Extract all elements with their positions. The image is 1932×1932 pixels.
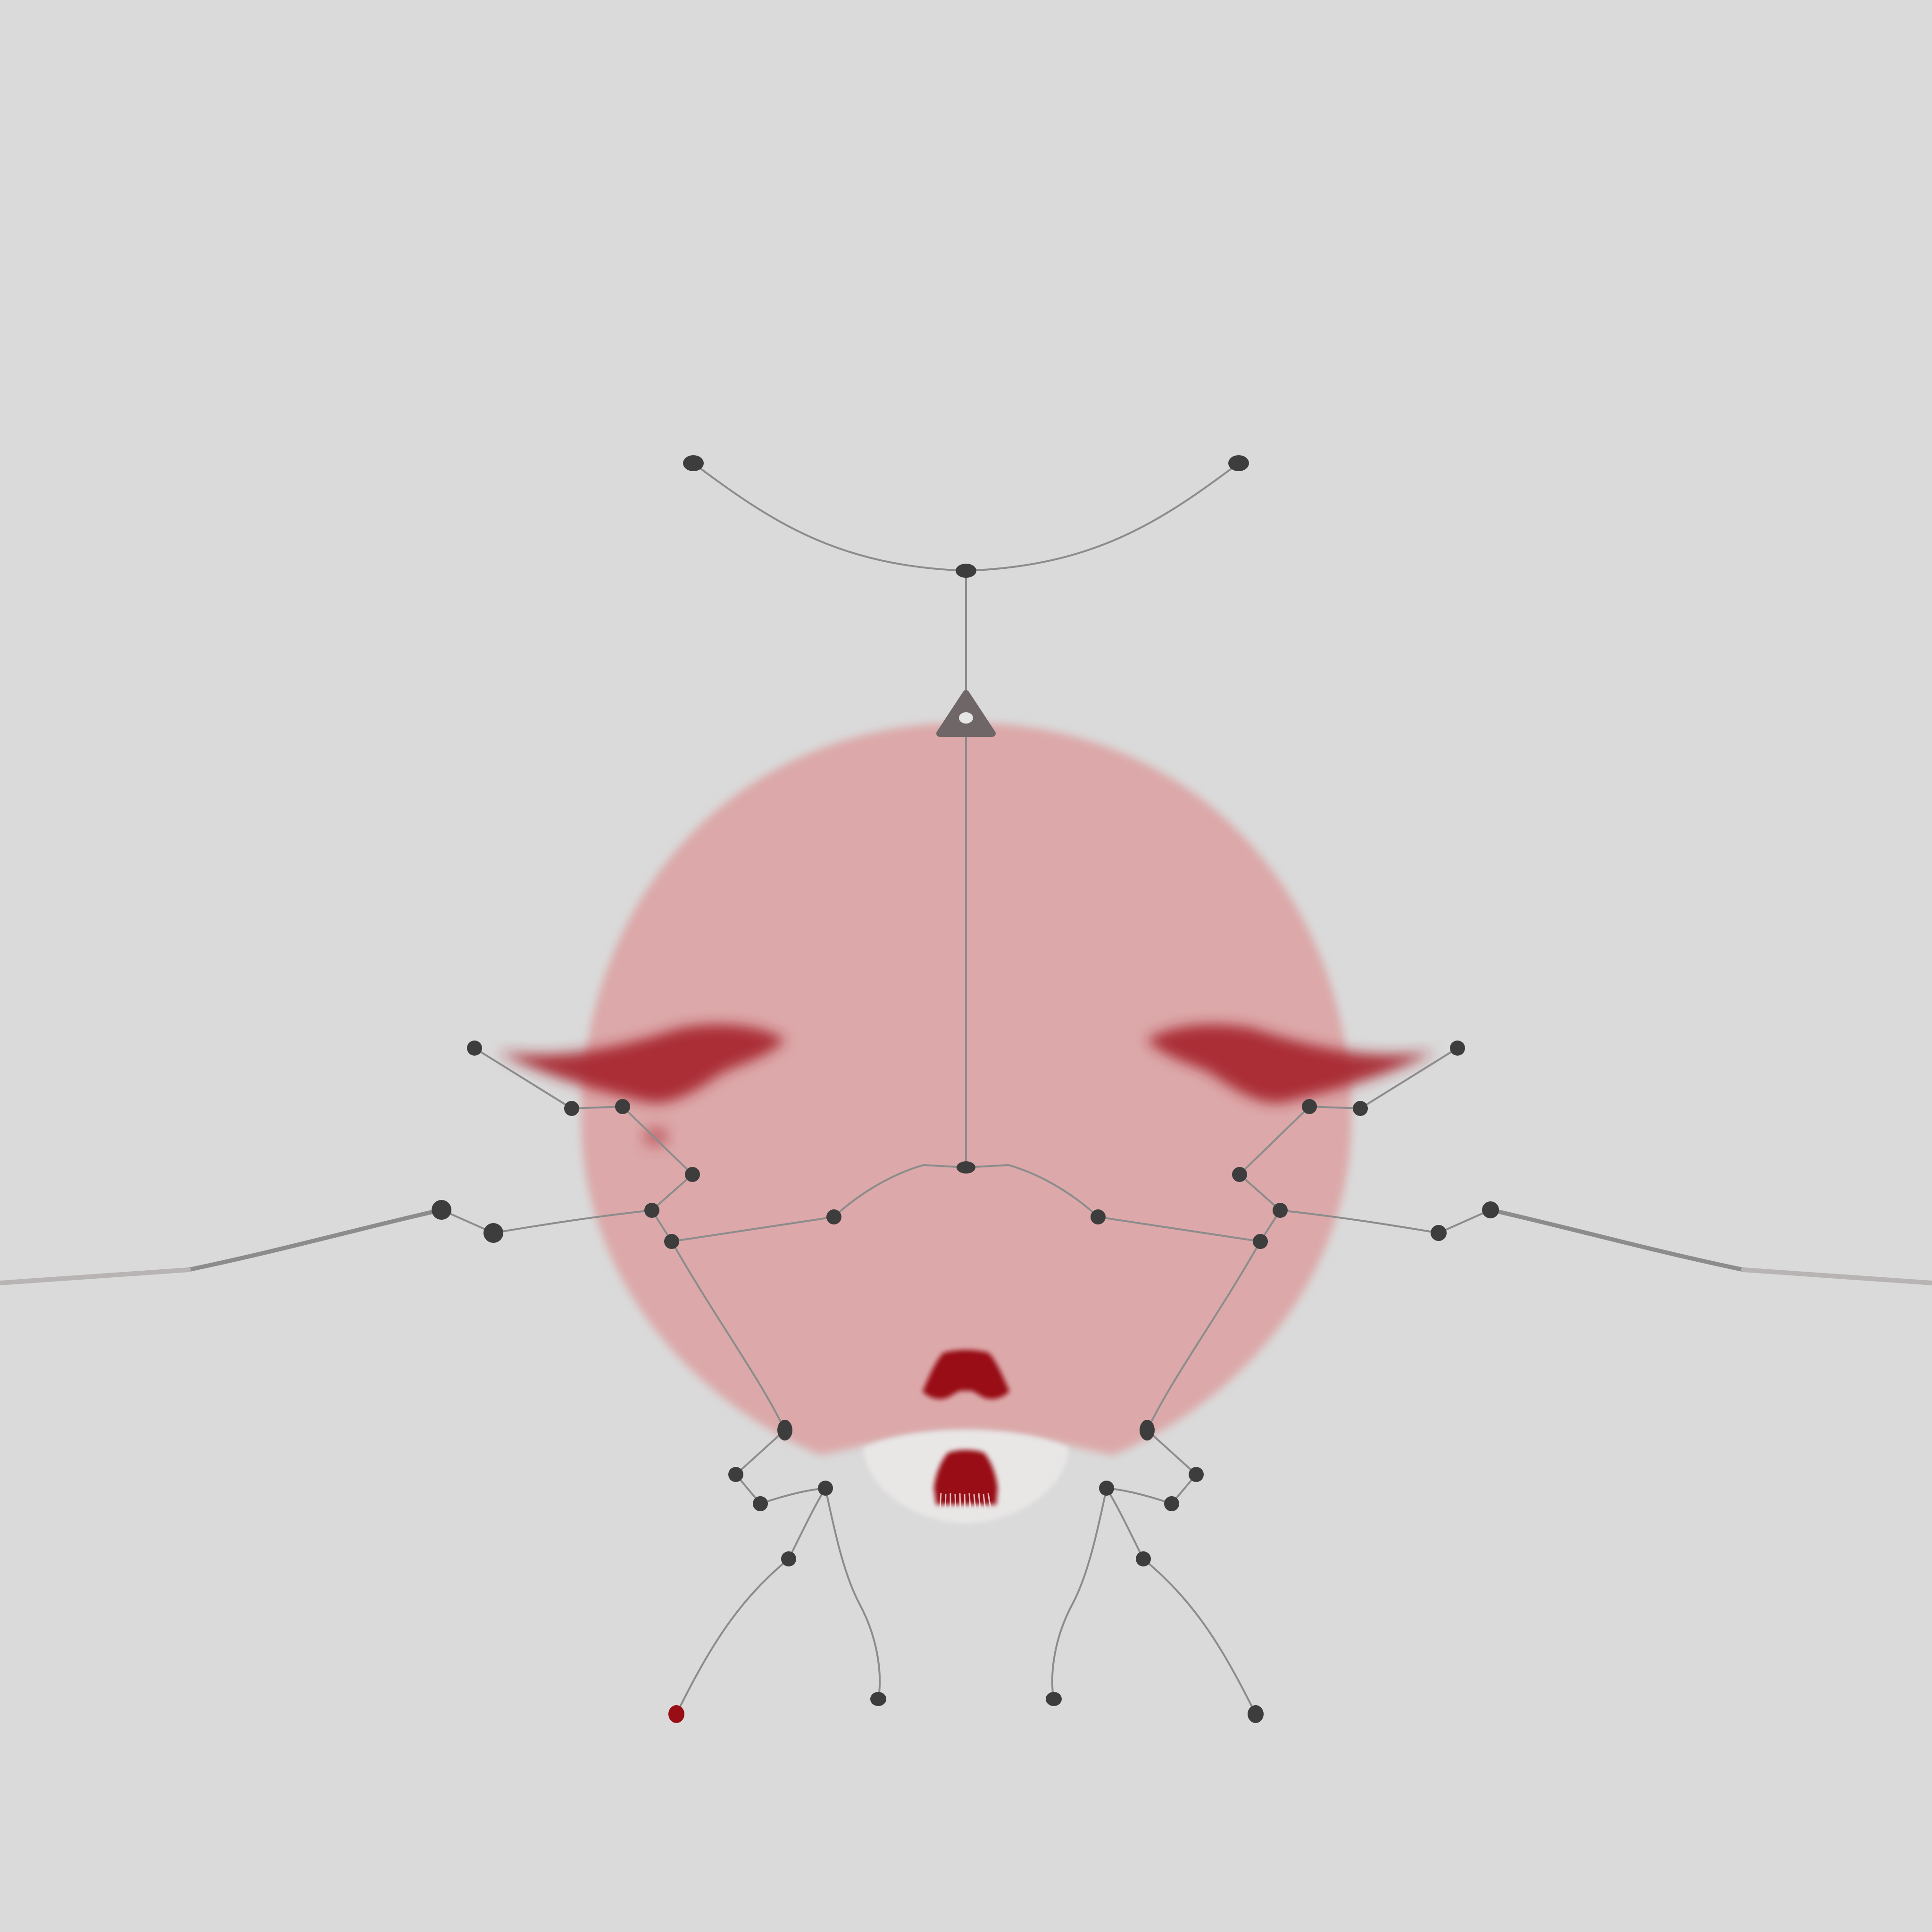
bone-left-jaw-down[interactable]: [671, 1241, 786, 1431]
joint-left-hand-b[interactable]: [753, 1496, 768, 1511]
left-brow: [498, 1024, 785, 1103]
joint-right-foot-outer[interactable]: [1248, 1705, 1264, 1723]
joint-right-mouth-corner[interactable]: [1091, 1209, 1106, 1224]
joint-top-right[interactable]: [1228, 455, 1249, 471]
joint-left-chin[interactable]: [777, 1420, 792, 1441]
bone-left-leg-inner[interactable]: [824, 1487, 881, 1700]
triangle-handle-icon[interactable]: [936, 690, 996, 737]
bone-left-arm-tail[interactable]: [0, 1267, 191, 1285]
joint-left-mouth-corner[interactable]: [826, 1209, 841, 1224]
bone-left-leg-outer[interactable]: [675, 1487, 826, 1715]
bone-right-forearm[interactable]: [1488, 1208, 1746, 1272]
bone-right-jawline[interactable]: [1097, 1216, 1261, 1242]
teeth-fringe: [939, 1492, 991, 1510]
joint-left-foot-selected[interactable]: [668, 1705, 684, 1723]
joint-right-brow-mid[interactable]: [1353, 1101, 1368, 1116]
joint-left-brow-tip[interactable]: [467, 1041, 482, 1056]
joint-right-cheek[interactable]: [1232, 1167, 1247, 1182]
bone-right-arm-tail[interactable]: [1741, 1267, 1932, 1285]
bone-left-arm[interactable]: [441, 1209, 653, 1234]
mouth-shape: [934, 1450, 998, 1510]
joint-face-center[interactable]: [957, 1161, 975, 1174]
joint-neck[interactable]: [956, 564, 976, 578]
joint-left-shoulder[interactable]: [644, 1203, 659, 1218]
joint-left-hip[interactable]: [818, 1481, 833, 1496]
bone-face-top-right[interactable]: [965, 1164, 1099, 1218]
bone-right-arm[interactable]: [1279, 1209, 1491, 1234]
joint-right-elbow[interactable]: [1431, 1225, 1447, 1241]
joint-left-wrist[interactable]: [432, 1200, 451, 1220]
bone-face-top-left[interactable]: [833, 1164, 967, 1218]
joint-top-left[interactable]: [683, 455, 704, 471]
nose-shape: [923, 1350, 1009, 1399]
joint-right-foot-inner[interactable]: [1046, 1692, 1062, 1706]
bone-right-leg-outer[interactable]: [1106, 1487, 1257, 1715]
joint-right-hip[interactable]: [1099, 1481, 1114, 1496]
joint-left-brow-inner[interactable]: [615, 1099, 630, 1114]
joint-right-jaw[interactable]: [1253, 1234, 1268, 1249]
bone-right-leg-inner[interactable]: [1051, 1487, 1108, 1700]
joint-left-knee[interactable]: [781, 1551, 796, 1566]
joint-left-cheek[interactable]: [685, 1167, 700, 1182]
joint-left-brow-mid[interactable]: [564, 1101, 579, 1116]
joint-right-shoulder[interactable]: [1273, 1203, 1288, 1218]
joint-left-jaw[interactable]: [664, 1234, 679, 1249]
joint-right-hand-b[interactable]: [1164, 1496, 1179, 1511]
joint-right-knee[interactable]: [1136, 1551, 1151, 1566]
bone-top-arc[interactable]: [692, 462, 1240, 572]
bone-left-forearm[interactable]: [186, 1208, 444, 1272]
joint-left-hand-a[interactable]: [728, 1467, 743, 1482]
joint-right-chin[interactable]: [1140, 1420, 1155, 1441]
bone-right-jaw-down[interactable]: [1146, 1241, 1261, 1431]
bone-network: [0, 462, 1932, 1715]
joint-left-foot-inner[interactable]: [870, 1692, 886, 1706]
right-brow: [1147, 1024, 1434, 1103]
joint-right-brow-tip[interactable]: [1450, 1041, 1465, 1056]
joint-right-brow-inner[interactable]: [1302, 1099, 1317, 1114]
joint-right-wrist[interactable]: [1482, 1201, 1499, 1218]
bone-left-jawline[interactable]: [671, 1216, 835, 1242]
joint-left-elbow[interactable]: [483, 1223, 503, 1243]
joint-markers: [432, 455, 1499, 1723]
joint-right-hand-a[interactable]: [1189, 1467, 1204, 1482]
